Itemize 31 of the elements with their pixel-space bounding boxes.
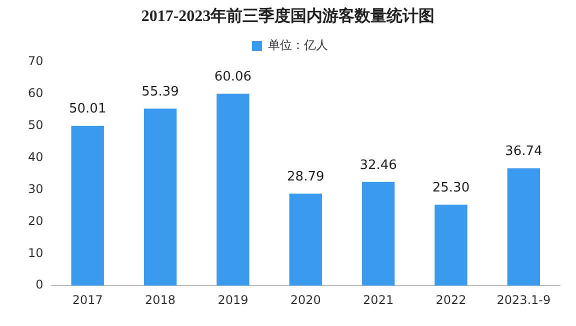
y-tick-label: 30 (28, 182, 44, 196)
bar (216, 94, 250, 286)
data-label: 25.30 (432, 180, 470, 196)
y-tick-label: 10 (28, 246, 44, 260)
x-tick-label: 2017 (72, 292, 103, 307)
y-tick-label: 70 (28, 54, 44, 68)
bar (362, 182, 395, 286)
data-label: 32.46 (360, 158, 397, 173)
data-label: 36.74 (505, 144, 542, 160)
x-tick-label: 2023.1-9 (496, 292, 551, 307)
data-label: 50.01 (69, 102, 106, 117)
data-label: 60.06 (214, 70, 252, 85)
x-tick-label: 2020 (290, 292, 321, 307)
x-tick-label: 2018 (145, 292, 176, 307)
legend-label: 单位：亿人 (268, 38, 328, 52)
bar (434, 204, 468, 286)
y-tick-label: 50 (28, 118, 44, 132)
y-tick-label: 40 (28, 150, 44, 164)
y-tick-label: 0 (36, 278, 44, 292)
x-tick-label: 2021 (363, 292, 394, 307)
bar (507, 168, 540, 286)
bar (144, 108, 177, 286)
x-tick-label: 2019 (218, 292, 248, 307)
bar (71, 126, 104, 286)
data-label: 55.39 (142, 84, 179, 100)
y-tick-label: 20 (28, 214, 44, 228)
y-tick-label: 60 (28, 86, 44, 100)
chart-title: 2017-2023年前三季度国内游客数量统计图 (140, 6, 436, 27)
bar (289, 194, 322, 286)
x-tick-label: 2022 (436, 292, 466, 307)
data-label: 28.79 (287, 170, 324, 185)
